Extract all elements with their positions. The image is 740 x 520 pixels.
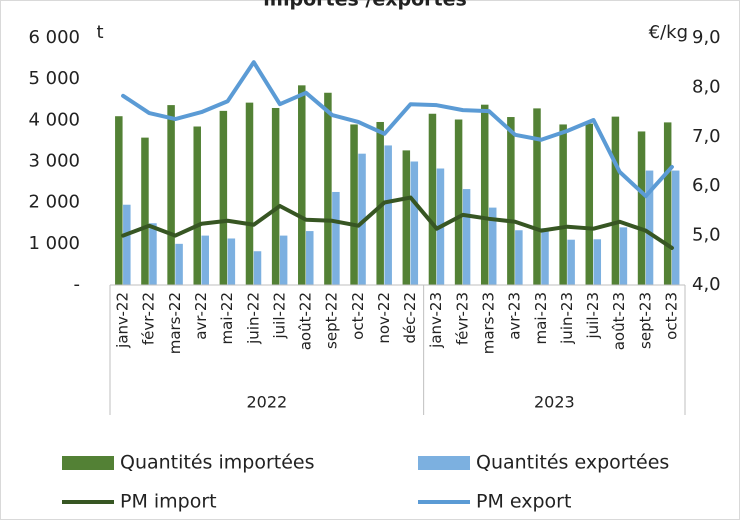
y2-tick-label: 6,0 <box>692 175 721 196</box>
y-tick-label: 2 000 <box>28 192 80 213</box>
bar <box>227 238 236 285</box>
bar <box>175 243 183 285</box>
bar <box>358 153 366 285</box>
y-tick-label: 4 000 <box>28 109 80 130</box>
bar <box>271 107 280 285</box>
bar <box>507 117 515 285</box>
x-tick-label: oct-22 <box>349 292 367 340</box>
bar <box>332 191 340 285</box>
x-tick-label: avr-23 <box>506 292 524 340</box>
bar <box>480 104 489 285</box>
y-tick-label: 5 000 <box>28 68 80 89</box>
bar <box>663 122 672 286</box>
x-tick-label: juin-22 <box>244 292 262 345</box>
y-axis-label: t <box>96 22 103 43</box>
y-tick-label: 3 000 <box>28 151 80 172</box>
bar <box>167 105 175 285</box>
x-tick-label: sept-23 <box>636 292 654 349</box>
legend-swatch <box>62 456 114 470</box>
x-tick-label: août-22 <box>297 292 315 350</box>
y2-tick-label: 9,0 <box>692 27 721 48</box>
bar <box>149 223 157 285</box>
bar <box>462 189 471 285</box>
bar <box>201 235 209 285</box>
x-tick-label: sept-22 <box>323 292 341 349</box>
bar <box>279 235 288 285</box>
legend-label: PM import <box>120 491 217 513</box>
line <box>121 195 674 250</box>
bar <box>245 102 254 285</box>
bar <box>428 113 437 285</box>
x-tick-label: juil-22 <box>270 292 288 340</box>
x-tick-label: mars-22 <box>166 292 184 354</box>
bar <box>637 131 646 285</box>
y2-tick-label: 5,0 <box>692 225 721 246</box>
y2-axis-label: €/kg <box>649 22 688 43</box>
legend-label: Quantités importées <box>120 452 315 474</box>
x-tick-label: mai-23 <box>532 292 550 344</box>
bar <box>141 137 149 285</box>
x-tick-label: janv-22 <box>114 292 132 349</box>
bar <box>115 116 123 285</box>
bar <box>593 239 602 285</box>
legend-label: PM export <box>476 491 571 513</box>
y2-tick-label: 4,0 <box>692 274 721 295</box>
x-tick-label: mars-23 <box>479 292 497 354</box>
bar <box>324 92 332 285</box>
bar <box>611 116 620 286</box>
bar <box>402 150 411 285</box>
bar <box>567 239 575 285</box>
x-tick-label: juin-23 <box>558 292 576 345</box>
bar <box>585 123 594 285</box>
chart-title: importés /exportés <box>263 0 467 11</box>
bar <box>193 126 201 285</box>
x-tick-label: mai-22 <box>218 292 236 344</box>
bar <box>306 231 314 285</box>
bar <box>376 121 384 285</box>
y2-tick-label: 8,0 <box>692 76 721 97</box>
bar <box>541 228 549 285</box>
bar <box>671 170 680 285</box>
bar <box>515 230 523 285</box>
bar <box>384 145 392 285</box>
bar <box>533 108 541 286</box>
group-label: 2022 <box>246 393 287 412</box>
bar <box>454 119 463 285</box>
bar <box>559 124 567 285</box>
bar <box>219 110 228 286</box>
x-tick-label: août-23 <box>610 292 628 350</box>
x-tick-label: nov-22 <box>375 292 393 344</box>
y-tick-label: - <box>74 274 81 295</box>
bar <box>488 207 497 285</box>
group-label: 2023 <box>534 393 575 412</box>
bar <box>298 85 306 285</box>
bar <box>253 251 262 285</box>
line <box>121 60 674 199</box>
legend-swatch <box>418 456 470 470</box>
x-tick-label: oct-23 <box>662 292 680 340</box>
legend-label: Quantités exportées <box>476 452 669 474</box>
x-tick-label: févr-23 <box>453 292 471 345</box>
y-tick-label: 6 000 <box>28 27 80 48</box>
x-tick-label: avr-22 <box>192 292 210 340</box>
x-tick-label: févr-22 <box>140 292 158 345</box>
bar <box>619 227 628 285</box>
y2-tick-label: 7,0 <box>692 126 721 147</box>
x-tick-label: déc-22 <box>401 292 419 344</box>
bar <box>350 124 358 285</box>
bar <box>123 204 131 285</box>
y-tick-label: 1 000 <box>28 233 80 254</box>
x-tick-label: juil-23 <box>584 292 602 340</box>
bar <box>645 170 654 285</box>
x-tick-label: janv-23 <box>427 292 445 349</box>
bar <box>410 161 419 285</box>
